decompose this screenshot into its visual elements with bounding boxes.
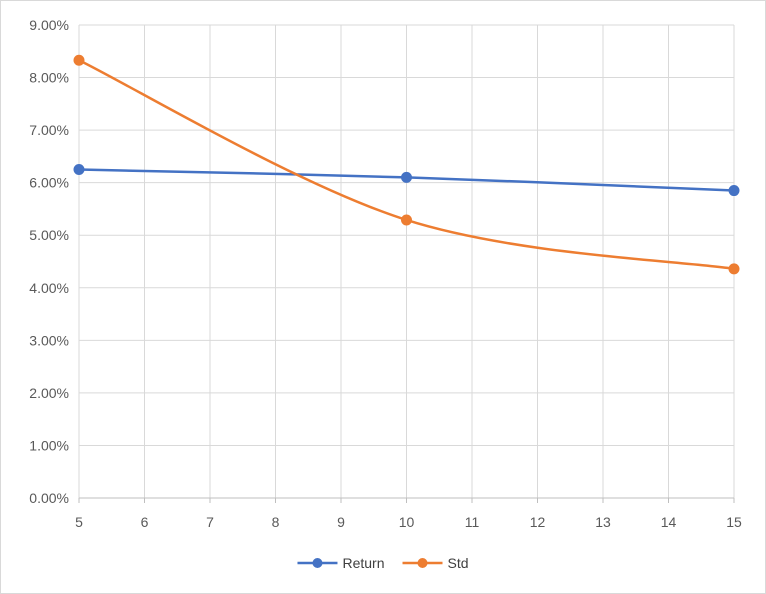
y-tick-label: 4.00% [29,280,69,296]
legend-label: Return [342,555,384,571]
x-tick-label: 8 [272,514,280,530]
legend-label: Std [448,555,469,571]
y-tick-label: 5.00% [29,227,69,243]
data-point-return [728,185,740,197]
y-tick-label: 8.00% [29,70,69,86]
y-tick-label: 3.00% [29,332,69,348]
x-tick-label: 12 [530,514,546,530]
legend-marker [312,558,323,568]
x-tick-label: 10 [399,514,415,530]
data-point-std [728,263,740,275]
axes: 0.00% 1.00% 2.00% 3.00% 4.00% 5.00% 6.00% 7.00%… [29,17,742,530]
y-tick-label: 6.00% [29,175,69,191]
y-tick-label: 2.00% [29,385,69,401]
x-tick-label: 6 [141,514,149,530]
legend-item-std: Std [402,555,469,571]
data-point-return [401,171,412,183]
y-tick-label: 0.00% [29,490,69,506]
data-point-std [401,214,412,226]
x-tick-label: 7 [206,514,214,530]
legend: Return Std [297,555,469,571]
x-tick-label: 13 [595,514,611,530]
y-tick-label: 1.00% [29,437,69,453]
legend-marker [417,558,428,568]
x-tick-label: 15 [726,514,742,530]
x-tick-label: 14 [661,514,677,530]
x-tick-label: 5 [75,514,83,530]
data-point-return [73,164,85,176]
y-tick-label: 7.00% [29,122,69,138]
grid [78,24,735,498]
y-tick-label: 9.00% [29,17,69,33]
series [73,54,740,275]
x-tick-label: 9 [337,514,345,530]
x-tick-label: 11 [465,514,480,530]
data-point-std [73,54,85,66]
legend-item-return: Return [297,555,385,571]
